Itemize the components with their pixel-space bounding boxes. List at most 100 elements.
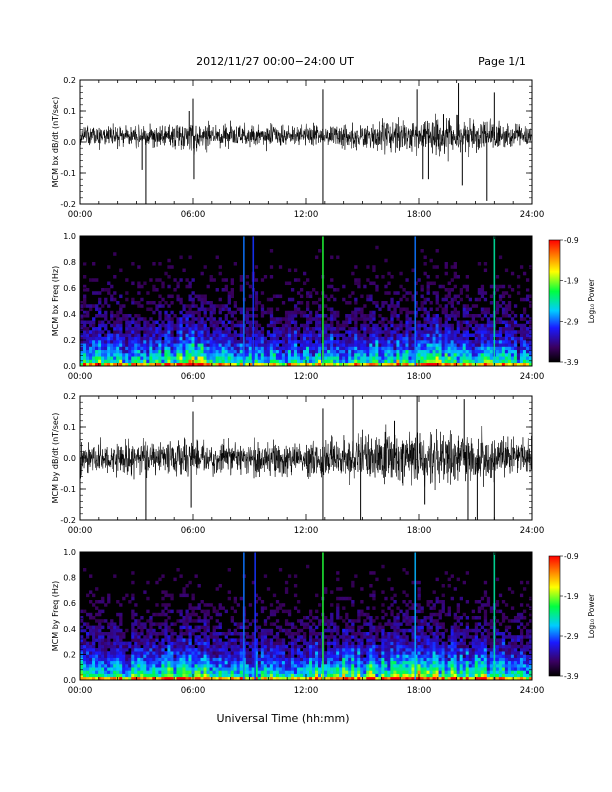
spectrogram-cell <box>378 625 382 630</box>
spectrogram-cell <box>408 343 412 347</box>
spectrogram-cell <box>306 278 310 282</box>
spectrogram-cell <box>351 673 355 678</box>
spectrogram-cell <box>254 340 259 344</box>
spectrogram-cell <box>137 346 141 351</box>
spectrogram-cell <box>116 651 120 655</box>
spectrogram-cell <box>158 632 162 636</box>
spectrogram-cell <box>393 314 397 318</box>
spectrogram-cell <box>405 278 409 282</box>
spectrogram-cell <box>164 635 168 639</box>
spectrogram-cell <box>275 673 280 678</box>
spectrogram-cell <box>110 676 114 681</box>
spectrogram-cell <box>188 327 192 331</box>
spectrogram-cell <box>459 288 463 292</box>
spectrogram-cell <box>381 673 385 678</box>
spectrogram-cell <box>501 336 506 341</box>
spectrogram-cell <box>146 632 150 636</box>
spectrogram-cell <box>525 340 530 344</box>
spectrogram-cell <box>284 622 289 626</box>
spectrogram-cell <box>143 317 147 321</box>
spectrogram-cell <box>426 353 430 357</box>
spectrogram-cell <box>143 622 147 626</box>
spectrogram-cell <box>299 333 304 338</box>
spectrogram-cell <box>330 284 334 289</box>
spectrogram-cell <box>227 301 231 305</box>
spectrogram-cell <box>158 648 162 652</box>
spectrogram-cell <box>375 304 379 308</box>
spectrogram-cell <box>372 268 376 273</box>
spectrogram-cell <box>296 327 301 331</box>
spectrogram-cell <box>480 356 485 360</box>
spectrogram-cell <box>414 356 418 360</box>
spectrogram-cell <box>233 667 237 671</box>
spectrogram-cell <box>116 343 120 347</box>
spectrogram-cell <box>290 625 295 630</box>
spectrogram-cell <box>86 346 90 351</box>
spectrogram-cell <box>504 268 509 273</box>
spectrogram-cell <box>375 577 379 582</box>
spectrogram-cell <box>336 359 340 364</box>
spectrogram-cell <box>483 346 488 351</box>
spectrogram-cell <box>197 648 201 652</box>
spectrogram-cell <box>176 660 180 665</box>
spectrogram-cell <box>182 304 186 308</box>
spectrogram-cell <box>206 660 210 665</box>
spectrogram-cell <box>299 628 304 633</box>
spectrogram-cell <box>206 648 210 652</box>
spectrogram-cell <box>272 343 277 347</box>
spectrogram-cell <box>200 619 204 623</box>
spectrogram-cell <box>498 317 503 321</box>
spectrogram-cell <box>245 670 250 674</box>
spectrogram-cell <box>248 635 253 639</box>
spectrogram-cell <box>236 333 240 338</box>
spectrogram-cell <box>161 574 165 578</box>
spectrogram-cell <box>309 349 313 354</box>
spectrogram-cell <box>302 638 307 642</box>
spectrogram-cell <box>423 362 427 367</box>
spectrogram-cell <box>345 356 349 360</box>
spectrogram-cell <box>176 609 180 614</box>
spectrogram-cell <box>345 336 349 341</box>
spectrogram-cell <box>239 275 244 279</box>
spectrogram-cell <box>290 641 295 646</box>
page-number: Page 1/1 <box>478 55 526 68</box>
spectrogram-cell <box>152 654 156 658</box>
spectrogram-cell <box>354 333 358 338</box>
spectrogram-cell <box>306 307 310 312</box>
spectrogram-cell <box>363 349 367 354</box>
spectrogram-cell <box>293 667 298 671</box>
spectrogram-cell <box>269 349 274 354</box>
spectrogram-cell <box>284 644 289 649</box>
spectrogram-cell <box>345 343 349 347</box>
spectrogram-cell <box>474 314 479 318</box>
spectrogram-cell <box>80 609 84 614</box>
spectrogram-cell <box>471 314 476 318</box>
spectrogram-cell <box>447 346 451 351</box>
spectrogram-cell <box>330 670 334 674</box>
spectrogram-cell <box>206 336 210 341</box>
spectrogram-cell <box>384 330 388 334</box>
spectrogram-cell <box>212 654 216 658</box>
spectrogram-cell <box>197 657 201 662</box>
spectrogram-cell <box>131 336 135 341</box>
spectrogram-cell <box>236 349 240 354</box>
spectrogram-cell <box>182 343 186 347</box>
spectrogram-cell <box>158 278 162 282</box>
spectrogram-cell <box>179 359 183 364</box>
spectrogram-cell <box>185 654 189 658</box>
spectrogram-cell <box>296 648 301 652</box>
spectrogram-cell <box>315 641 319 646</box>
spectrogram-cell <box>185 670 189 674</box>
spectrogram-cell <box>89 320 93 325</box>
spectrogram-cell <box>131 632 135 636</box>
spectrogram-cell <box>302 333 307 338</box>
spectrogram-cell <box>414 346 418 351</box>
spectrogram-cell <box>179 676 183 681</box>
spectrogram-cell <box>456 320 460 325</box>
spectrogram-cell <box>83 284 87 289</box>
spectrogram-cell <box>173 657 177 662</box>
spectrogram-cell <box>471 359 476 364</box>
spectrogram-cell <box>95 304 99 308</box>
spectrogram-cell <box>143 346 147 351</box>
spectrogram-cell <box>158 667 162 671</box>
